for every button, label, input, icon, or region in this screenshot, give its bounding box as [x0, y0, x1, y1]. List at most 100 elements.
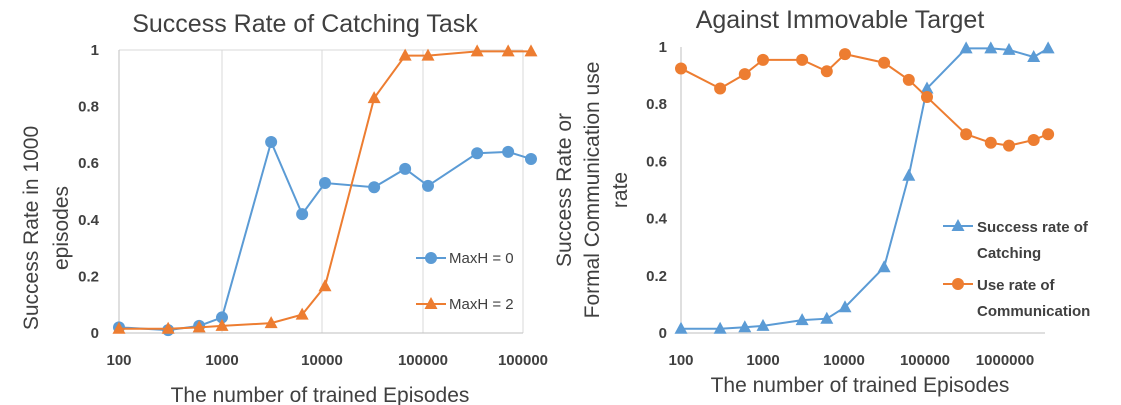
y-tick-label: 0.6	[646, 153, 667, 170]
data-point-0-7	[877, 260, 891, 273]
data-point-1-1	[714, 82, 727, 95]
data-point-1-7	[367, 91, 381, 104]
data-point-1-9	[921, 91, 933, 104]
y-tick-label: 0.6	[78, 155, 99, 172]
data-point-0-9	[920, 81, 934, 94]
data-point-0-8	[902, 168, 916, 181]
chart-right-ticks: 100 1000 10000 100000 1000000 0 0.2 0.4 0.6 0.8 1	[646, 39, 1034, 369]
data-point-1-9	[421, 48, 435, 61]
data-point-0-13	[1027, 50, 1041, 63]
data-point-0-6	[319, 177, 331, 190]
legend-label-success-rate-line2: Catching	[977, 245, 1041, 262]
legend-label-success-rate-line1: Success rate of	[977, 219, 1089, 236]
data-point-0-4	[795, 313, 809, 326]
y-tick-label: 0	[91, 325, 99, 342]
x-tick-label: 100	[668, 352, 693, 369]
data-point-0-9	[422, 179, 434, 192]
y-tick-label: 0	[659, 325, 667, 342]
series-line-1	[680, 53, 1049, 147]
y-tick-label: 0.4	[646, 211, 668, 228]
data-point-1-4	[796, 53, 809, 66]
legend-label-use-rate-line2: Communication	[977, 303, 1090, 320]
chart-left-x-axis-title: The number of trained Episodes	[171, 384, 470, 405]
data-point-0-4	[265, 135, 278, 148]
chart-right-axes	[680, 47, 1045, 334]
chart-right-y-axis-title-line1: Success Rate or	[553, 113, 576, 267]
data-point-1-3	[215, 318, 229, 331]
data-point-0-3	[756, 318, 770, 331]
chart-left-ticks: 100 1000 10000 100000 100000 0 0.2 0.4 0.6 0.8 1	[78, 42, 548, 369]
data-point-0-12	[525, 152, 537, 165]
data-point-1-0	[675, 62, 687, 75]
legend-marker-use-rate	[952, 278, 964, 290]
data-point-1-7	[878, 56, 891, 69]
data-point-1-2	[738, 68, 751, 81]
x-tick-label: 100	[106, 352, 131, 369]
chart-right-series	[674, 41, 1055, 334]
y-tick-label: 0.8	[78, 99, 99, 116]
data-point-1-5	[820, 65, 833, 78]
data-point-0-5	[820, 311, 834, 324]
y-tick-label: 1	[659, 39, 667, 56]
data-point-0-5	[296, 208, 309, 221]
chart-left: Success Rate of Catching Task 100 1000 100…	[20, 10, 548, 405]
data-point-1-14	[1042, 128, 1055, 141]
chart-left-series	[112, 44, 538, 337]
data-point-1-4	[264, 316, 278, 329]
data-point-0-0	[674, 321, 688, 334]
x-tick-label: 10000	[823, 352, 865, 369]
x-tick-label: 100000	[900, 352, 950, 369]
data-point-1-12	[524, 44, 538, 57]
data-point-0-11	[984, 41, 998, 54]
data-point-0-10	[471, 147, 484, 160]
data-point-0-6	[838, 300, 852, 313]
chart-right-y-axis-title-line2: Formal Communication use	[581, 62, 604, 319]
data-point-1-11	[984, 136, 997, 149]
data-point-1-1	[161, 321, 175, 334]
x-tick-label: 1000	[205, 352, 238, 369]
y-tick-label: 1	[91, 42, 99, 59]
data-point-0-11	[502, 145, 515, 158]
data-point-1-5	[295, 307, 309, 320]
chart-left-y-axis-title-line2: episodes	[50, 186, 73, 270]
x-tick-label: 10000	[301, 352, 343, 369]
legend-label-use-rate-line1: Use rate of	[977, 277, 1056, 294]
data-point-0-1	[713, 321, 727, 334]
chart-right-y-axis-title-line3: rate	[609, 172, 632, 208]
data-point-1-8	[902, 73, 915, 86]
x-tick-label: 100000	[398, 352, 448, 369]
y-tick-label: 0.2	[78, 268, 99, 285]
legend-marker-maxh2	[424, 297, 438, 309]
data-point-1-12	[1003, 139, 1015, 152]
chart-right-legend: Success rate of Catching Use rate of Com…	[943, 219, 1090, 320]
data-point-1-0	[112, 321, 126, 334]
y-tick-label: 0.8	[646, 96, 667, 113]
chart-right: Against Immovable Target 100 1000 10000 100…	[553, 6, 1090, 397]
y-tick-label: 0.2	[646, 268, 667, 285]
data-point-1-13	[1027, 133, 1040, 146]
data-point-1-11	[501, 44, 515, 57]
data-point-0-2	[738, 320, 752, 333]
legend-marker-success-rate	[951, 219, 965, 231]
y-tick-label: 0.4	[78, 212, 100, 229]
chart-left-legend: MaxH = 0 MaxH = 2	[416, 250, 514, 313]
data-point-1-3	[757, 53, 769, 66]
data-point-0-3	[216, 311, 228, 324]
data-point-0-8	[399, 162, 412, 175]
chart-left-title: Success Rate of Catching Task	[132, 10, 478, 38]
x-tick-label: 100000	[498, 352, 548, 369]
chart-left-y-axis-title-line1: Success Rate in 1000	[20, 126, 43, 330]
data-point-1-8	[398, 48, 412, 61]
data-point-0-10	[959, 41, 973, 54]
data-point-1-6	[839, 48, 851, 61]
data-point-0-12	[1002, 42, 1016, 55]
chart-right-title: Against Immovable Target	[696, 6, 985, 34]
data-point-0-14	[1041, 41, 1055, 54]
data-point-0-7	[368, 181, 381, 194]
chart-right-x-axis-title: The number of trained Episodes	[711, 374, 1010, 397]
legend-marker-maxh0	[425, 252, 437, 264]
chart-left-axes	[118, 50, 523, 334]
data-point-1-10	[960, 128, 973, 141]
legend-label-maxh0: MaxH = 0	[449, 250, 514, 267]
